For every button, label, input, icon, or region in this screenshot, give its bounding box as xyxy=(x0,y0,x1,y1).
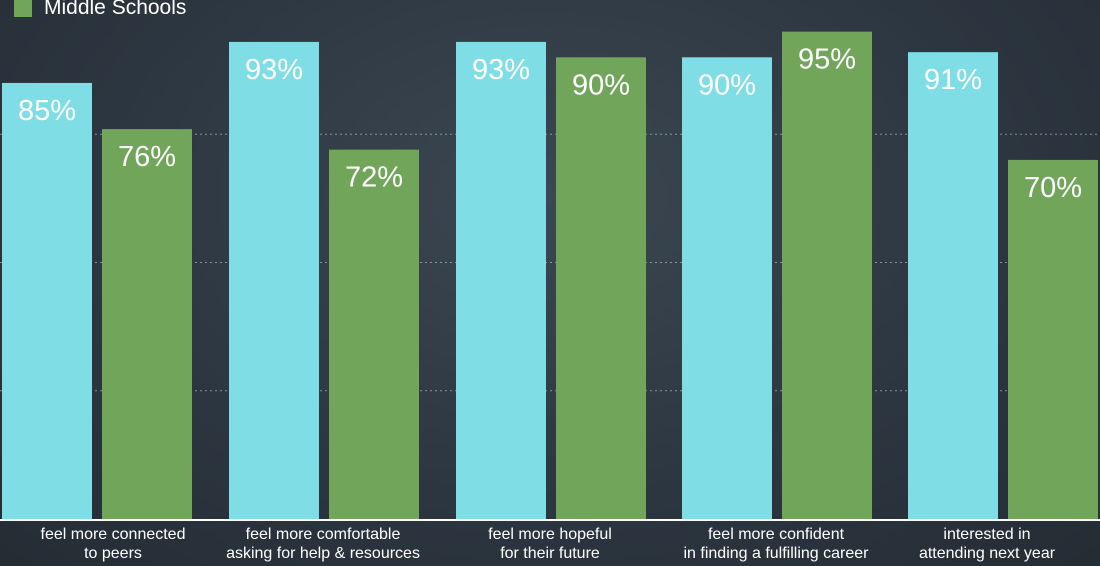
category-label-line: feel more hopeful xyxy=(488,526,612,543)
bar xyxy=(2,82,92,519)
bar xyxy=(102,129,192,519)
category-label-line: attending next year xyxy=(918,545,1056,562)
bar xyxy=(556,57,646,520)
data-label: 85% xyxy=(18,95,76,127)
bar xyxy=(1008,159,1098,519)
category-label-line: for their future xyxy=(500,545,600,562)
category-label: feel more confident in finding a fulfill… xyxy=(663,525,889,563)
data-label: 91% xyxy=(924,64,982,96)
data-label: 76% xyxy=(118,141,176,173)
bar xyxy=(329,149,419,519)
legend: Middle Schools xyxy=(14,0,186,20)
data-label: 90% xyxy=(698,69,756,101)
category-label-line: to peers xyxy=(84,545,142,562)
data-label: 90% xyxy=(572,69,630,101)
category-label: interested in attending next year xyxy=(874,525,1100,563)
category-label-line: in finding a fulfilling career xyxy=(683,545,869,562)
data-label: 93% xyxy=(245,54,303,86)
category-label: feel more hopeful for their future xyxy=(437,525,663,563)
bar xyxy=(229,41,319,519)
legend-swatch-middle-schools xyxy=(14,0,32,17)
bar xyxy=(682,57,772,520)
category-label-line: asking for help & resources xyxy=(226,545,420,562)
category-label: feel more comfortable asking for help & … xyxy=(210,525,436,563)
bar xyxy=(782,31,872,520)
legend-label-middle-schools: Middle Schools xyxy=(44,0,187,19)
category-label-line: feel more confident xyxy=(707,526,845,543)
bar xyxy=(456,41,546,519)
category-label-line: interested in xyxy=(943,526,1031,543)
data-label: 95% xyxy=(798,44,856,76)
bars xyxy=(2,31,1098,520)
data-label: 93% xyxy=(472,54,530,86)
category-label: feel more connected to peers xyxy=(0,525,226,563)
bar xyxy=(908,52,998,520)
data-label: 70% xyxy=(1024,172,1082,204)
data-label: 72% xyxy=(345,162,403,194)
category-label-line: feel more connected xyxy=(40,526,186,543)
category-label-line: feel more comfortable xyxy=(245,526,401,543)
data-labels: 85% 93% 93% 90% 91% 76% 72% 90% 95% 70% xyxy=(18,44,1082,204)
